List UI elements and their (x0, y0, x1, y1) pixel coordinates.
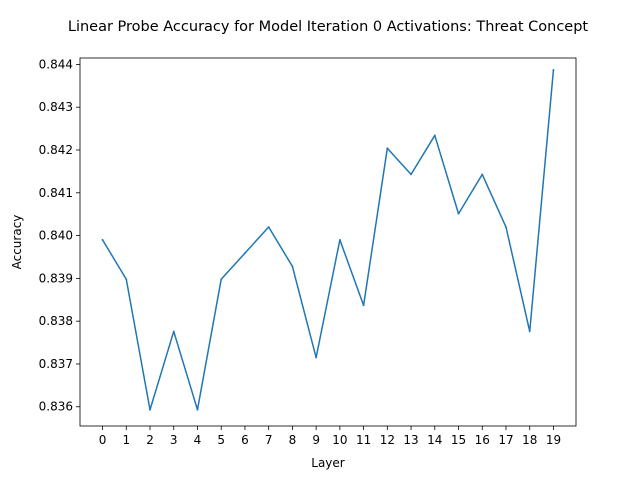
x-tick-label: 3 (170, 433, 178, 447)
x-tick-label: 5 (217, 433, 225, 447)
x-tick-label: 9 (312, 433, 320, 447)
x-tick-label: 2 (146, 433, 154, 447)
data-point (220, 278, 223, 281)
x-axis-label: Layer (311, 456, 345, 470)
data-point (457, 212, 460, 215)
y-tick-label: 0.840 (39, 229, 73, 243)
data-point (338, 238, 341, 241)
series-line-0 (101, 69, 555, 411)
chart-title: Linear Probe Accuracy for Model Iteratio… (68, 19, 589, 35)
x-tick-label: 14 (427, 433, 442, 447)
x-tick-label: 15 (451, 433, 466, 447)
data-point (410, 173, 412, 176)
data-point (386, 147, 389, 150)
data-point (362, 304, 365, 307)
y-tick-label: 0.838 (39, 314, 73, 328)
x-tick-label: 11 (356, 433, 371, 447)
plot-area: 0 1 2 3 4 5 6 7 8 9 10 11 12 13 14 15 16 17 18 190.8360.837… (39, 57, 577, 447)
data-point (267, 226, 270, 228)
x-tick-label: 16 (475, 433, 490, 447)
y-tick-label: 0.837 (39, 357, 73, 371)
data-point (528, 330, 531, 333)
y-tick-label: 0.841 (39, 186, 73, 200)
x-tick-label: 17 (498, 433, 513, 447)
data-point (149, 408, 151, 411)
data-point (433, 134, 436, 137)
data-point (101, 238, 104, 241)
y-tick-label: 0.836 (39, 400, 73, 414)
data-point (172, 330, 175, 333)
data-point (244, 252, 246, 255)
data-point (505, 226, 507, 228)
x-tick-label: 13 (403, 433, 418, 447)
y-tick-label: 0.844 (39, 57, 73, 71)
y-axis-label: Accuracy (10, 215, 24, 270)
x-tick-label: 18 (522, 433, 537, 447)
x-tick-label: 12 (380, 433, 395, 447)
data-point (315, 356, 318, 359)
x-tick-label: 4 (194, 433, 202, 447)
data-point (196, 408, 199, 411)
x-tick-label: 8 (289, 433, 297, 447)
data-point (291, 265, 294, 268)
y-tick-label: 0.839 (39, 271, 73, 285)
x-tick-label: 1 (122, 433, 130, 447)
x-tick-label: 0 (99, 433, 107, 447)
x-tick-label: 19 (546, 433, 561, 447)
x-tick-label: 6 (241, 433, 249, 447)
data-point (552, 69, 555, 71)
data-point (125, 278, 128, 281)
plot-frame (79, 57, 577, 427)
y-tick-label: 0.843 (39, 100, 73, 114)
data-point (481, 173, 484, 176)
x-tick-label: 10 (332, 433, 347, 447)
x-tick-label: 7 (265, 433, 273, 447)
y-tick-label: 0.842 (39, 143, 73, 157)
